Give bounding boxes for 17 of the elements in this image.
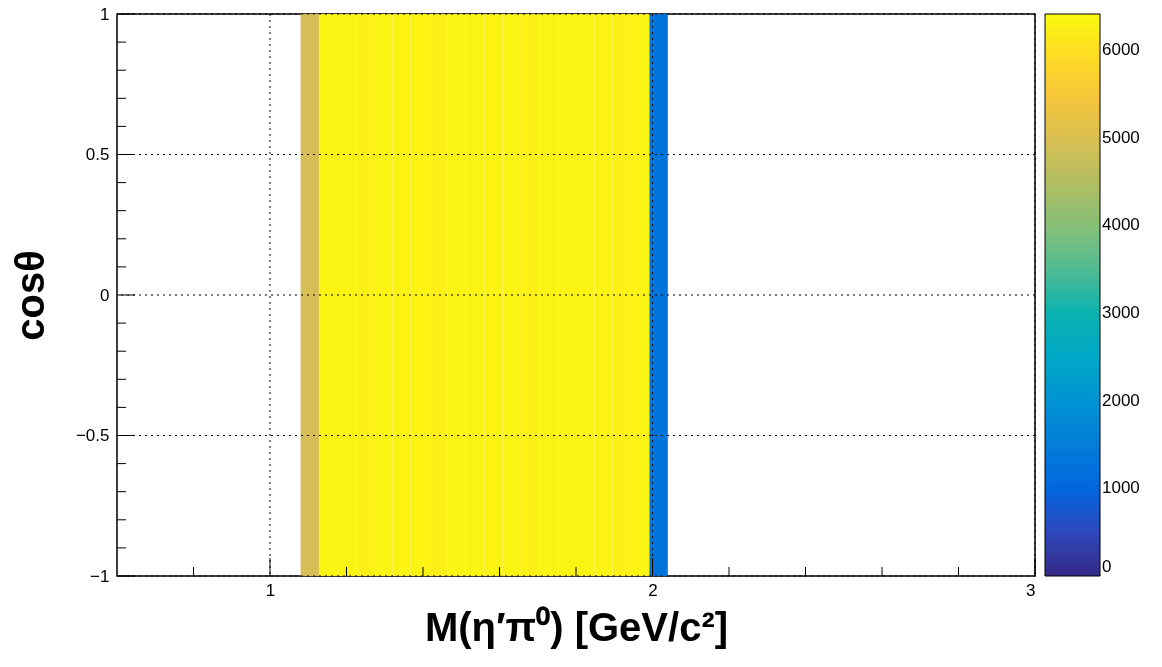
color-bar-label: 3000 [1102, 302, 1140, 322]
y-axis-title: cosθ [7, 250, 52, 341]
x-tick-label: 1 [265, 580, 276, 600]
y-tick-label: 1 [100, 4, 110, 24]
color-bar-label: 4000 [1102, 215, 1140, 235]
x-tick-label: 3 [1026, 580, 1036, 600]
color-bar-label: 5000 [1102, 127, 1140, 147]
color-bar-label: 2000 [1102, 390, 1140, 410]
y-tick-label: 0.5 [85, 145, 110, 164]
color-bar-label: 6000 [1102, 39, 1140, 59]
y-tick-label: −0.5 [75, 426, 110, 445]
y-tick-label: −1 [90, 566, 110, 586]
x-tick-label: 2 [648, 580, 658, 600]
color-bar-label: 1000 [1102, 478, 1140, 498]
x-axis-title: M(η′π⁰) [GeV/c²] [424, 604, 729, 649]
color-bar-label: 0 [1102, 557, 1112, 576]
y-tick-label: 0 [100, 285, 110, 305]
